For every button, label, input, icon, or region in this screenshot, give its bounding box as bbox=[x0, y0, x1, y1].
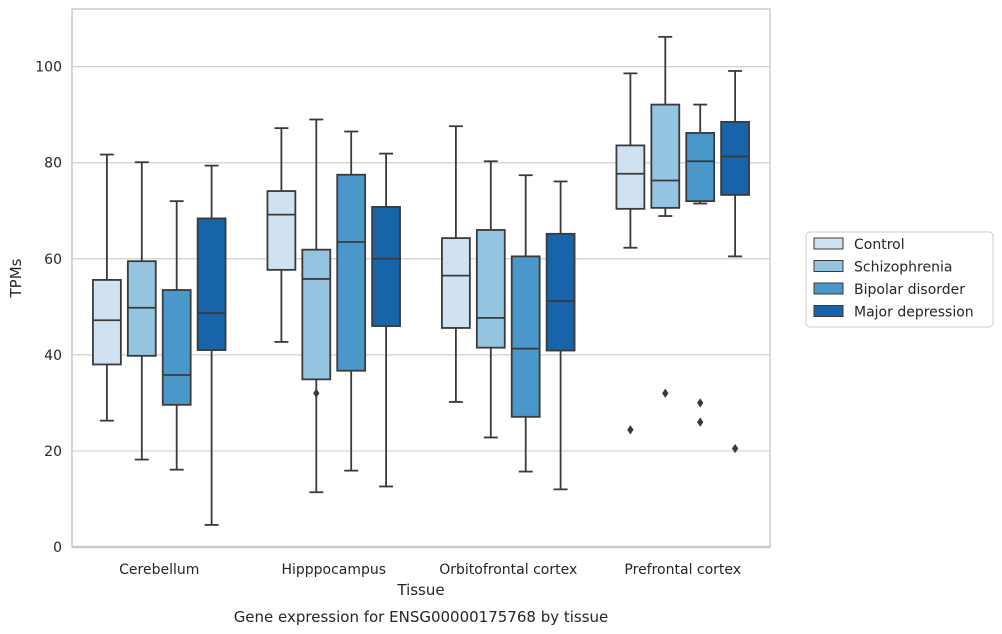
legend-label: Schizophrenia bbox=[854, 260, 952, 276]
box-major-depression bbox=[196, 164, 227, 526]
outlier-point bbox=[697, 417, 704, 427]
legend-frame bbox=[805, 231, 994, 328]
x-tick-label: Orbitofrontal cortex bbox=[439, 562, 577, 578]
legend-label: Major depression bbox=[854, 305, 974, 321]
legend-swatch bbox=[813, 237, 844, 250]
box-bipolar-disorder bbox=[161, 200, 192, 471]
outlier-point bbox=[731, 443, 739, 454]
y-tick-label: 0 bbox=[53, 540, 62, 556]
iqr-box bbox=[336, 173, 367, 372]
iqr-box bbox=[650, 103, 681, 209]
box-schizophrenia bbox=[475, 160, 506, 439]
outlier-point bbox=[662, 388, 669, 398]
box-major-depression bbox=[371, 152, 401, 488]
iqr-box bbox=[510, 255, 541, 418]
box-bipolar-disorder bbox=[336, 130, 367, 472]
legend-swatch bbox=[813, 305, 844, 317]
plot-area bbox=[71, 8, 771, 548]
legend-swatch bbox=[813, 282, 844, 295]
iqr-box bbox=[685, 132, 716, 203]
chart-caption: Gene expression for ENSG00000175768 by t… bbox=[234, 608, 609, 626]
boxes-layer bbox=[92, 35, 750, 526]
iqr-box bbox=[92, 279, 122, 366]
y-axis-ticks: 0 20 40 60 80 100 bbox=[35, 60, 62, 556]
iqr-box bbox=[441, 237, 471, 329]
box-control bbox=[441, 125, 471, 403]
y-tick-label: 100 bbox=[35, 60, 62, 76]
box-control bbox=[266, 127, 297, 343]
box-bipolar-disorder bbox=[685, 103, 716, 427]
outlier-point bbox=[313, 388, 320, 398]
iqr-box bbox=[301, 248, 332, 381]
iqr-box bbox=[161, 289, 192, 406]
x-tick-label: Prefrontal cortex bbox=[624, 562, 741, 578]
legend-swatch bbox=[813, 260, 844, 272]
box-bipolar-disorder bbox=[510, 174, 541, 473]
plot-frame bbox=[71, 8, 771, 548]
iqr-box bbox=[615, 144, 646, 210]
iqr-box bbox=[720, 120, 750, 196]
y-tick-label: 40 bbox=[44, 348, 62, 364]
x-axis-ticks: Cerebellum Hipppocampus Orbitofrontal cort… bbox=[119, 562, 741, 578]
legend: Control Schizophrenia Bipolar disorder Majo… bbox=[805, 231, 994, 328]
box-schizophrenia bbox=[126, 161, 157, 461]
y-axis-label: TPMs bbox=[7, 258, 25, 298]
y-tick-label: 60 bbox=[44, 252, 62, 268]
box-schizophrenia bbox=[650, 35, 681, 398]
iqr-box bbox=[266, 190, 297, 271]
box-control bbox=[92, 153, 122, 422]
legend-label: Bipolar disorder bbox=[854, 282, 965, 298]
x-tick-label: Cerebellum bbox=[119, 562, 199, 578]
iqr-box bbox=[545, 232, 576, 352]
outlier-point bbox=[697, 398, 704, 408]
box-control bbox=[615, 72, 646, 435]
box-major-depression bbox=[720, 70, 750, 454]
iqr-box bbox=[475, 229, 506, 349]
box-major-depression bbox=[545, 180, 576, 491]
box-schizophrenia bbox=[301, 118, 332, 494]
x-axis-label: Tissue bbox=[396, 581, 444, 599]
y-tick-label: 80 bbox=[44, 156, 62, 172]
outlier-point bbox=[627, 425, 634, 435]
x-tick-label: Hipppocampus bbox=[281, 562, 386, 578]
iqr-box bbox=[371, 206, 401, 327]
iqr-box bbox=[196, 217, 227, 351]
legend-label: Control bbox=[854, 237, 905, 253]
y-tick-label: 20 bbox=[44, 444, 62, 460]
